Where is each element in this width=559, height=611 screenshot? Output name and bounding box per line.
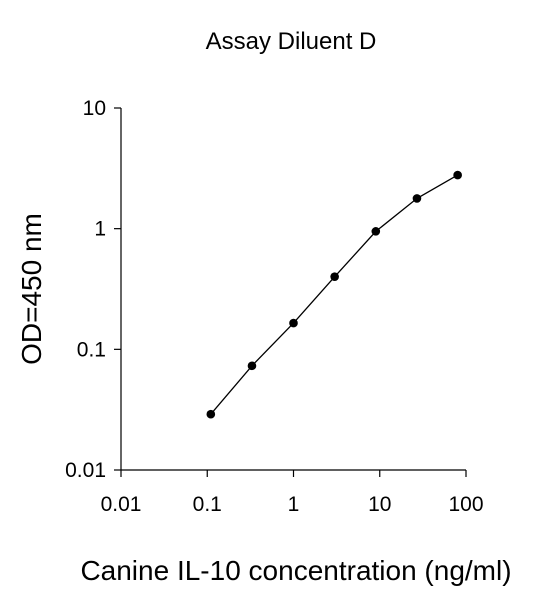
x-tick-label: 0.01	[101, 493, 142, 516]
data-point	[206, 409, 216, 419]
x-tick-label: 100	[448, 493, 483, 516]
data-point	[330, 272, 339, 281]
x-axis-title: Canine IL-10 concentration (ng/ml)	[80, 555, 511, 586]
axes	[120, 108, 466, 471]
x-tick-label: 0.1	[193, 493, 222, 516]
data-point	[371, 227, 381, 236]
y-tick-label: 1	[94, 218, 106, 241]
y-tick-label: 10	[83, 97, 106, 120]
series-layer	[206, 170, 462, 419]
data-point	[412, 194, 422, 203]
x-tick-label: 10	[368, 493, 391, 516]
data-point	[289, 318, 298, 328]
x-tick-label: 1	[288, 493, 300, 516]
y-tick-label: 0.01	[65, 459, 106, 482]
data-point	[453, 170, 462, 180]
y-axis-title: OD=450 nm	[16, 213, 47, 365]
ticks: 0.01 0.1 1 10 100 0.01 0.1 1 10	[65, 97, 483, 516]
series-line	[210, 174, 458, 415]
chart-title: Assay Diluent D	[206, 28, 377, 55]
data-point	[247, 361, 257, 371]
y-tick-label: 0.1	[77, 338, 106, 361]
